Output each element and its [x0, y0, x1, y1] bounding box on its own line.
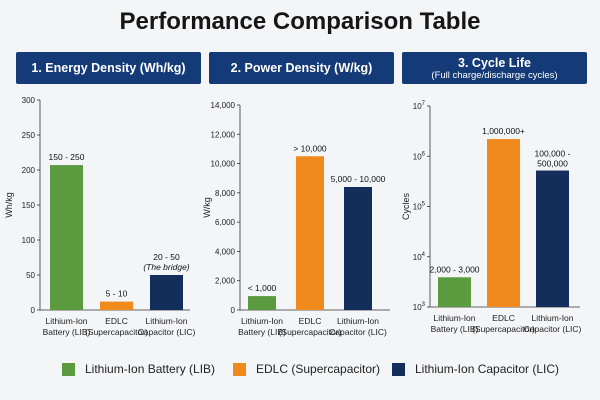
legend-item-lic: Lithium-Ion Capacitor (LIC): [392, 362, 559, 376]
category-label-power-lic-line2: Capacitor (LIC): [329, 327, 387, 337]
chart-energy-y-tick-label: 100: [22, 236, 36, 245]
chart-cycle-y-tick-label: 103: [413, 302, 426, 312]
chart-energy-y-tick-label: 200: [22, 166, 36, 175]
data-label-cycle-lic: 100,000 -: [535, 149, 571, 159]
chart-energy-y-tick-label: 50: [26, 271, 35, 280]
chart-cycle-y-tick-label: 106: [413, 151, 426, 161]
chart-power-y-tick-label: 2,000: [215, 277, 236, 286]
bar-power-edlc: [296, 156, 324, 310]
legend-label-lib: Lithium-Ion Battery (LIB): [85, 362, 216, 376]
panel-header-energy-title: 1. Energy Density (Wh/kg): [31, 61, 186, 75]
legend-swatch-lib: [62, 362, 75, 376]
bar-power-lib: [248, 296, 276, 310]
panel-header-cycle-title: 3. Cycle Life: [458, 55, 531, 70]
category-label-cycle-edlc: EDLC: [492, 313, 515, 323]
category-label-cycle-edlc-line2: (Supercapacitor): [472, 324, 535, 334]
data-label-cycle-lib: 2,000 - 3,000: [429, 264, 479, 274]
category-label-cycle-lic: Lithium-Ion: [531, 313, 573, 323]
panel-header-energy: 1. Energy Density (Wh/kg): [16, 52, 201, 84]
category-label-power-edlc: EDLC: [299, 316, 322, 326]
chart-power-y-tick-label: 14,000: [211, 101, 236, 110]
category-label-energy-edlc: EDLC: [105, 316, 128, 326]
category-label-energy-lic-line2: Capacitor (LIC): [138, 327, 196, 337]
chart-cycle-y-tick-label: 107: [413, 101, 426, 111]
chart-energy-y-tick-label: 250: [22, 131, 36, 140]
chart-power-y-tick-label: 4,000: [215, 247, 236, 256]
data-label-energy-lib: 150 - 250: [49, 152, 85, 162]
data-label-power-lib: < 1,000: [248, 283, 277, 293]
bar-energy-edlc: [100, 301, 133, 310]
panel-header-cycle: 3. Cycle Life (Full charge/discharge cyc…: [402, 52, 587, 84]
category-label-power-lib-line2: Battery (LIB): [238, 327, 286, 337]
chart-energy-density-svg: 0 50 100 150 200 250 300 Wh/kg 150 - 250 Lithium-…: [4, 96, 196, 337]
chart-cycle-life-svg: 103 104 105 106 107 Cycles 2,000 - 3,000 Lithiu…: [401, 101, 582, 334]
panel-header-power: 2. Power Density (W/kg): [209, 52, 394, 84]
bar-energy-lic: [150, 275, 183, 310]
bar-cycle-lib: [438, 277, 471, 307]
bar-cycle-lic: [536, 170, 569, 307]
bar-power-lic: [344, 187, 372, 310]
chart-energy-density: 0 50 100 150 200 250 300 Wh/kg 150 - 250 Lithium-…: [0, 92, 200, 352]
bar-cycle-edlc: [487, 139, 520, 307]
chart-energy-y-label: Wh/kg: [4, 192, 14, 218]
chart-energy-y-tick-label: 300: [22, 96, 36, 105]
chart-power-y-label: W/kg: [202, 197, 212, 218]
panel-header-cycle-subtitle: (Full charge/discharge cycles): [431, 69, 558, 81]
data-label-cycle-edlc: 1,000,000+: [482, 126, 525, 136]
category-label-cycle-lic-line2: Capacitor (LIC): [524, 324, 582, 334]
category-label-power-lic: Lithium-Ion: [337, 316, 379, 326]
data-label-power-edlc: > 10,000: [293, 143, 327, 153]
chart-energy-y-tick-label: 0: [31, 306, 36, 315]
data-label-power-lic: 5,000 - 10,000: [331, 174, 386, 184]
chart-cycle-y-tick-label: 105: [413, 202, 426, 212]
chart-power-y-tick-label: 0: [231, 306, 236, 315]
chart-power-y-tick-label: 8,000: [215, 189, 236, 198]
panel-header-power-title: 2. Power Density (W/kg): [230, 61, 373, 75]
data-label-energy-edlc: 5 - 10: [106, 289, 128, 299]
category-label-cycle-lib-line2: Battery (LIB): [431, 324, 479, 334]
category-label-power-edlc-line2: (Supercapacitor): [279, 327, 342, 337]
chart-power-density-svg: 0 2,000 4,000 6,000 8,000 10,000 12,000 14,000 W…: [202, 101, 390, 337]
legend: Lithium-Ion Battery (LIB) EDLC (Supercap…: [0, 362, 600, 384]
category-label-energy-lib: Lithium-Ion: [45, 316, 87, 326]
category-label-energy-lic: Lithium-Ion: [145, 316, 187, 326]
legend-label-lic: Lithium-Ion Capacitor (LIC): [415, 362, 560, 376]
chart-energy-y-tick-label: 150: [22, 201, 36, 210]
chart-cycle-life: 103 104 105 106 107 Cycles 2,000 - 3,000 Lithiu…: [400, 92, 600, 352]
page-title: Performance Comparison Table: [119, 8, 481, 35]
chart-cycle-y-label: Cycles: [401, 193, 411, 221]
category-label-power-lib: Lithium-Ion: [241, 316, 283, 326]
chart-power-y-tick-label: 10,000: [211, 160, 236, 169]
legend-swatch-lic: [392, 362, 405, 376]
chart-power-y-tick-label: 6,000: [215, 218, 236, 227]
chart-cycle-y-tick-label: 104: [413, 252, 426, 262]
annotation-energy-lic: (The bridge): [143, 262, 189, 272]
category-label-energy-lib-line2: Battery (LIB): [43, 327, 91, 337]
category-label-cycle-lib: Lithium-Ion: [433, 313, 475, 323]
bar-energy-lib: [50, 165, 83, 310]
legend-label-edlc: EDLC (Supercapacitor): [256, 362, 381, 376]
data-label-cycle-lic-line2: 500,000: [537, 159, 568, 169]
data-label-energy-lic: 20 - 50: [153, 252, 180, 262]
legend-item-lib: Lithium-Ion Battery (LIB): [62, 362, 215, 376]
legend-swatch-edlc: [233, 362, 246, 376]
chart-power-y-tick-label: 12,000: [211, 130, 236, 139]
category-label-energy-edlc-line2: (Supercapacitor): [85, 327, 148, 337]
chart-power-density: 0 2,000 4,000 6,000 8,000 10,000 12,000 14,000 W…: [200, 92, 400, 352]
legend-item-edlc: EDLC (Supercapacitor): [233, 362, 380, 376]
